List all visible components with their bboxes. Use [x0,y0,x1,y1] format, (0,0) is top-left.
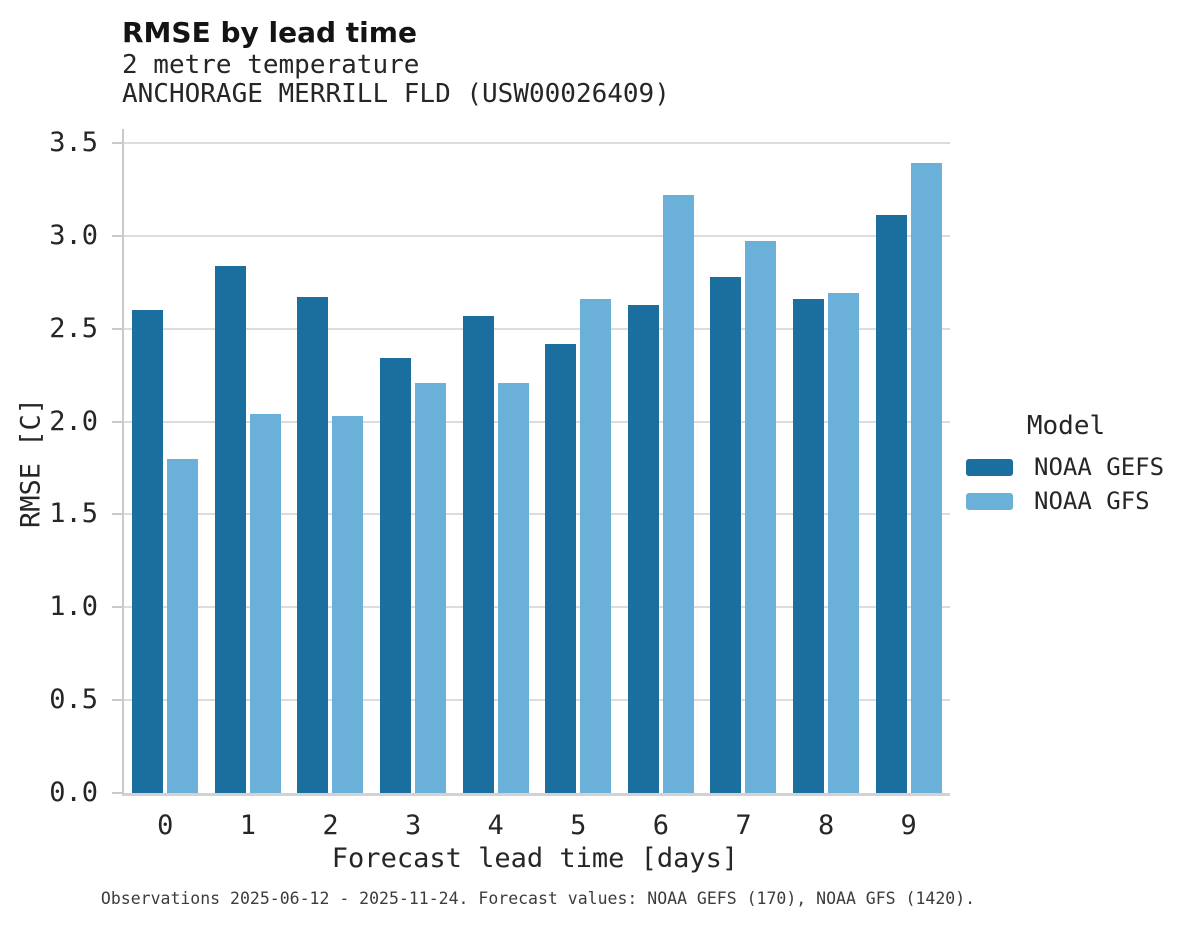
bar-group-day-2 [289,129,372,793]
legend-label: NOAA GEFS [1034,453,1165,481]
legend-swatch-noaa-gefs [966,458,1013,476]
chart-title: RMSE by lead time [122,16,417,49]
x-tick-label-8: 8 [817,810,835,841]
y-tick-label-0.0: 0.0 [49,777,98,808]
legend-rows: NOAA GEFS NOAA GFS [966,453,1166,515]
y-tick-mark-3.0 [112,234,122,237]
chart-subtitle-variable: 2 metre temperature [122,50,420,80]
bar-noaa-gefs-day-3 [380,358,412,793]
bar-noaa-gfs-day-3 [415,382,447,793]
bar-noaa-gefs-day-0 [132,310,164,793]
bar-group-day-4 [454,129,537,793]
y-axis-title: RMSE [C] [15,397,47,529]
bar-noaa-gefs-day-4 [462,315,494,793]
y-tick-label-0.5: 0.5 [49,684,98,716]
bar-group-day-1 [207,129,290,793]
bar-group-day-5 [537,129,620,793]
bar-noaa-gefs-day-6 [627,304,659,793]
bar-noaa-gefs-day-7 [710,276,742,793]
x-tick-label-0: 0 [157,810,174,841]
y-tick-label-2.0: 2.0 [49,405,98,437]
bar-noaa-gefs-day-9 [875,215,907,793]
legend-item-noaa-gfs: NOAA GFS [966,487,1166,515]
bar-noaa-gfs-day-9 [910,163,942,793]
bar-noaa-gefs-day-2 [297,297,329,793]
x-tick-label-9: 9 [900,810,917,841]
y-gridline-2.0 [124,420,950,423]
bar-noaa-gefs-day-5 [545,343,577,793]
y-tick-mark-3.5 [112,142,122,144]
bar-noaa-gefs-day-8 [793,299,825,793]
chart-subtitle-station: ANCHORAGE MERRILL FLD (USW00026409) [122,79,670,109]
legend: Model NOAA GEFS NOAA GFS [966,411,1166,515]
y-gridline-0.5 [124,699,950,702]
y-tick-mark-1.5 [112,513,122,516]
y-tick-mark-1.0 [112,606,122,609]
x-axis-title: Forecast lead time [days] [331,843,739,874]
bar-group-day-3 [372,129,455,793]
y-tick-label-1.0: 1.0 [49,591,98,623]
x-tick-label-3: 3 [404,810,422,841]
y-tick-label-1.5: 1.5 [49,498,98,530]
x-tick-label-1: 1 [239,810,257,841]
y-tick-mark-0.0 [112,792,122,794]
x-tick-label-5: 5 [570,810,587,841]
y-tick-mark-0.5 [112,699,122,702]
y-tick-label-2.5: 2.5 [49,312,98,344]
footer-note: Observations 2025-06-12 - 2025-11-24. Fo… [100,889,976,908]
y-tick-mark-2.5 [112,327,122,330]
bar-noaa-gfs-day-1 [249,414,281,793]
legend-title: Model [1026,411,1106,441]
bar-noaa-gfs-day-0 [167,458,199,793]
y-gridline-2.5 [124,327,950,330]
bar-group-day-9 [867,129,950,793]
bar-group-day-6 [620,129,703,793]
y-gridline-3.5 [124,142,950,144]
legend-item-noaa-gefs: NOAA GEFS [966,453,1166,481]
bar-noaa-gfs-day-4 [497,382,529,793]
bar-group-day-7 [702,129,785,793]
plot-area: 0.0 0.5 1.0 1.5 2.0 2.5 3.0 3.5 0 1 2 3 4 5 6 7 8 9 [49,128,950,841]
bar-noaa-gefs-day-1 [214,265,246,793]
bar-noaa-gfs-day-8 [828,293,860,793]
bar-group-day-0 [124,129,207,793]
bar-noaa-gfs-day-5 [580,299,612,793]
chart-header: RMSE by lead time 2 metre temperature AN… [122,14,670,109]
x-tick-label-6: 6 [652,810,670,841]
legend-swatch-noaa-gfs [966,492,1013,510]
y-tick-label-3.0: 3.0 [49,219,98,251]
y-gridline-3.0 [124,234,950,237]
bar-noaa-gfs-day-7 [745,241,777,793]
x-tick-label-4: 4 [487,810,504,841]
x-tick-label-2: 2 [322,810,339,841]
bar-group-day-8 [785,129,868,793]
x-tick-label-7: 7 [735,810,752,841]
y-gridline-1.5 [124,513,950,516]
y-tick-label-3.5: 3.5 [49,127,98,158]
bar-noaa-gfs-day-2 [332,416,364,793]
y-gridline-1.0 [124,606,950,609]
bar-noaa-gfs-day-6 [662,195,694,793]
y-tick-mark-2.0 [112,420,122,423]
legend-label: NOAA GFS [1034,487,1150,515]
